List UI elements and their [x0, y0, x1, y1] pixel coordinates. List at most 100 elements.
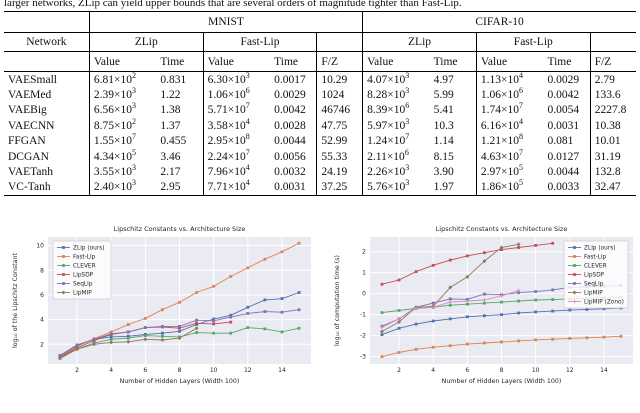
y-tick-label: 2: [40, 341, 44, 348]
value-cell: 52.99: [316, 133, 363, 149]
value-cell: 24.19: [316, 164, 363, 180]
table-row: VAESmall 6.81×102 0.831 6.30×103 0.0017 10.29…: [4, 71, 636, 88]
value-cell: 1.21×108: [475, 133, 544, 149]
header-cell: [589, 32, 636, 52]
value-cell: 2.26×103: [362, 164, 430, 180]
header-cell: [4, 52, 89, 72]
y-axis-label: log₁₀ of the Lipschitz Constant: [12, 253, 19, 348]
value-cell: 32.47: [589, 179, 636, 196]
value-cell: 1024: [316, 87, 363, 103]
network-name-cell: FFGAN: [8, 135, 46, 148]
value-cell: 1.06×106: [202, 87, 271, 103]
value-cell: 4.34×105: [88, 148, 157, 165]
results-table: MNIST CIFAR-10 Network ZLip Fast-Lip ZLip Fast…: [4, 11, 636, 197]
header-cell: Value: [202, 51, 271, 72]
x-tick-label: 14: [278, 367, 286, 374]
value-cell: 10.01: [589, 133, 636, 149]
value-cell: 10.29: [316, 71, 363, 88]
network-name-cell: VAEBig: [8, 104, 47, 117]
value-cell: 6.30×103: [202, 71, 271, 88]
value-cell: 55.33: [316, 148, 363, 165]
value-cell: 8.39×106: [362, 102, 430, 119]
x-axis-label: Number of Hidden Layers (Width 100): [442, 378, 562, 385]
table-row: VAEMed 2.39×103 1.22 1.06×106 0.0029 1024 8.28…: [4, 87, 636, 103]
value-cell: 4.63×107: [475, 148, 544, 165]
legend-label: LipSDP: [584, 273, 605, 279]
value-cell: 0.0017: [274, 73, 306, 86]
value-cell: 37.25: [316, 179, 363, 196]
value-cell: 2.17: [160, 166, 181, 179]
header-cell: Value: [88, 51, 157, 72]
table-row: VAECNN 8.75×102 1.37 3.58×104 0.0028 47.75 5.9…: [4, 118, 636, 134]
x-tick-label: 14: [600, 367, 608, 374]
y-tick-label: 8: [40, 267, 44, 274]
x-tick-label: 6: [465, 367, 469, 374]
legend-label: LipSDP: [73, 273, 94, 279]
x-tick-label: 12: [244, 367, 252, 374]
header-cell: CIFAR-10: [362, 11, 636, 33]
y-tick-label: 6: [40, 292, 44, 299]
value-cell: 8.15: [433, 150, 454, 163]
value-cell: 0.0042: [274, 104, 306, 117]
value-cell: 132.8: [589, 164, 636, 180]
subheader-row: Value Time Value Time F/Z Value Time Value Time F…: [4, 51, 636, 72]
value-cell: 0.0042: [547, 89, 580, 102]
value-cell: 31.19: [589, 148, 636, 165]
value-cell: 10.38: [589, 118, 636, 134]
value-cell: 3.90: [433, 166, 454, 179]
legend-label: LipMIP: [584, 291, 603, 297]
value-cell: 1.55×107: [88, 133, 157, 149]
header-cell: Time: [160, 55, 185, 68]
value-cell: 4.97: [433, 73, 454, 86]
network-name-cell: VAETanh: [8, 166, 53, 179]
value-cell: 133.6: [589, 87, 636, 103]
value-cell: 1.38: [160, 104, 181, 117]
legend-label: SeqLip: [73, 282, 93, 288]
value-cell: 0.0031: [274, 181, 306, 194]
value-cell: 1.74×107: [475, 102, 544, 119]
legend-label: CLEVER: [73, 264, 96, 270]
y-tick-label: 10: [36, 243, 44, 250]
header-cell: Value: [475, 51, 544, 72]
network-name-cell: VAEMed: [8, 89, 52, 102]
x-tick-label: 12: [566, 367, 574, 374]
value-cell: 2.95: [160, 181, 181, 194]
table-row: DCGAN 4.34×105 3.46 2.24×107 0.0056 55.33 2.11…: [4, 148, 636, 165]
x-tick-label: 4: [109, 367, 113, 374]
legend-label: Fast-Lip: [73, 255, 96, 261]
value-cell: 1.22: [160, 89, 181, 102]
y-axis-label: log₁₀ of computation time (s): [334, 255, 341, 346]
y-tick-label: 0: [362, 291, 366, 298]
x-axis-label: Number of Hidden Layers (Width 100): [120, 378, 240, 385]
value-cell: 2.97×105: [475, 164, 544, 180]
value-cell: 0.0028: [274, 119, 306, 132]
table-body: VAESmall 6.81×102 0.831 6.30×103 0.0017 10.29…: [4, 71, 636, 196]
value-cell: 8.75×102: [88, 118, 157, 134]
table-row: VAETanh 3.55×103 2.17 7.96×104 0.0032 24.19 2.…: [4, 164, 636, 180]
value-cell: 0.0054: [547, 104, 580, 117]
value-cell: 47.75: [316, 118, 363, 134]
value-cell: 0.0056: [274, 150, 306, 163]
y-tick-label: 1: [362, 270, 366, 277]
x-tick-label: 10: [532, 367, 540, 374]
value-cell: 3.55×103: [88, 164, 157, 180]
value-cell: 2.95×108: [202, 133, 271, 149]
x-tick-label: 6: [143, 367, 147, 374]
value-cell: 8.28×103: [362, 87, 430, 103]
value-cell: 1.13×104: [475, 71, 544, 88]
value-cell: 0.831: [160, 73, 187, 86]
chart-title: Lipschitz Constants vs. Architecture Siz…: [436, 225, 568, 233]
header-cell: MNIST: [88, 11, 363, 33]
value-cell: 2.40×103: [88, 179, 157, 196]
header-cell: ZLip: [88, 32, 204, 52]
value-cell: 5.71×107: [202, 102, 271, 119]
value-cell: 6.56×103: [88, 102, 157, 119]
value-cell: 5.99: [433, 89, 454, 102]
caption-text: larger networks, ZLip can yield upper bo…: [4, 0, 462, 9]
value-cell: 0.0044: [274, 135, 306, 148]
value-cell: 0.0127: [547, 150, 580, 163]
header-cell: ZLip: [362, 32, 477, 52]
value-cell: 6.16×104: [475, 118, 544, 134]
table-row: VAEBig 6.56×103 1.38 5.71×107 0.0042 46746 8.3…: [4, 102, 636, 119]
value-cell: 5.41: [433, 104, 454, 117]
